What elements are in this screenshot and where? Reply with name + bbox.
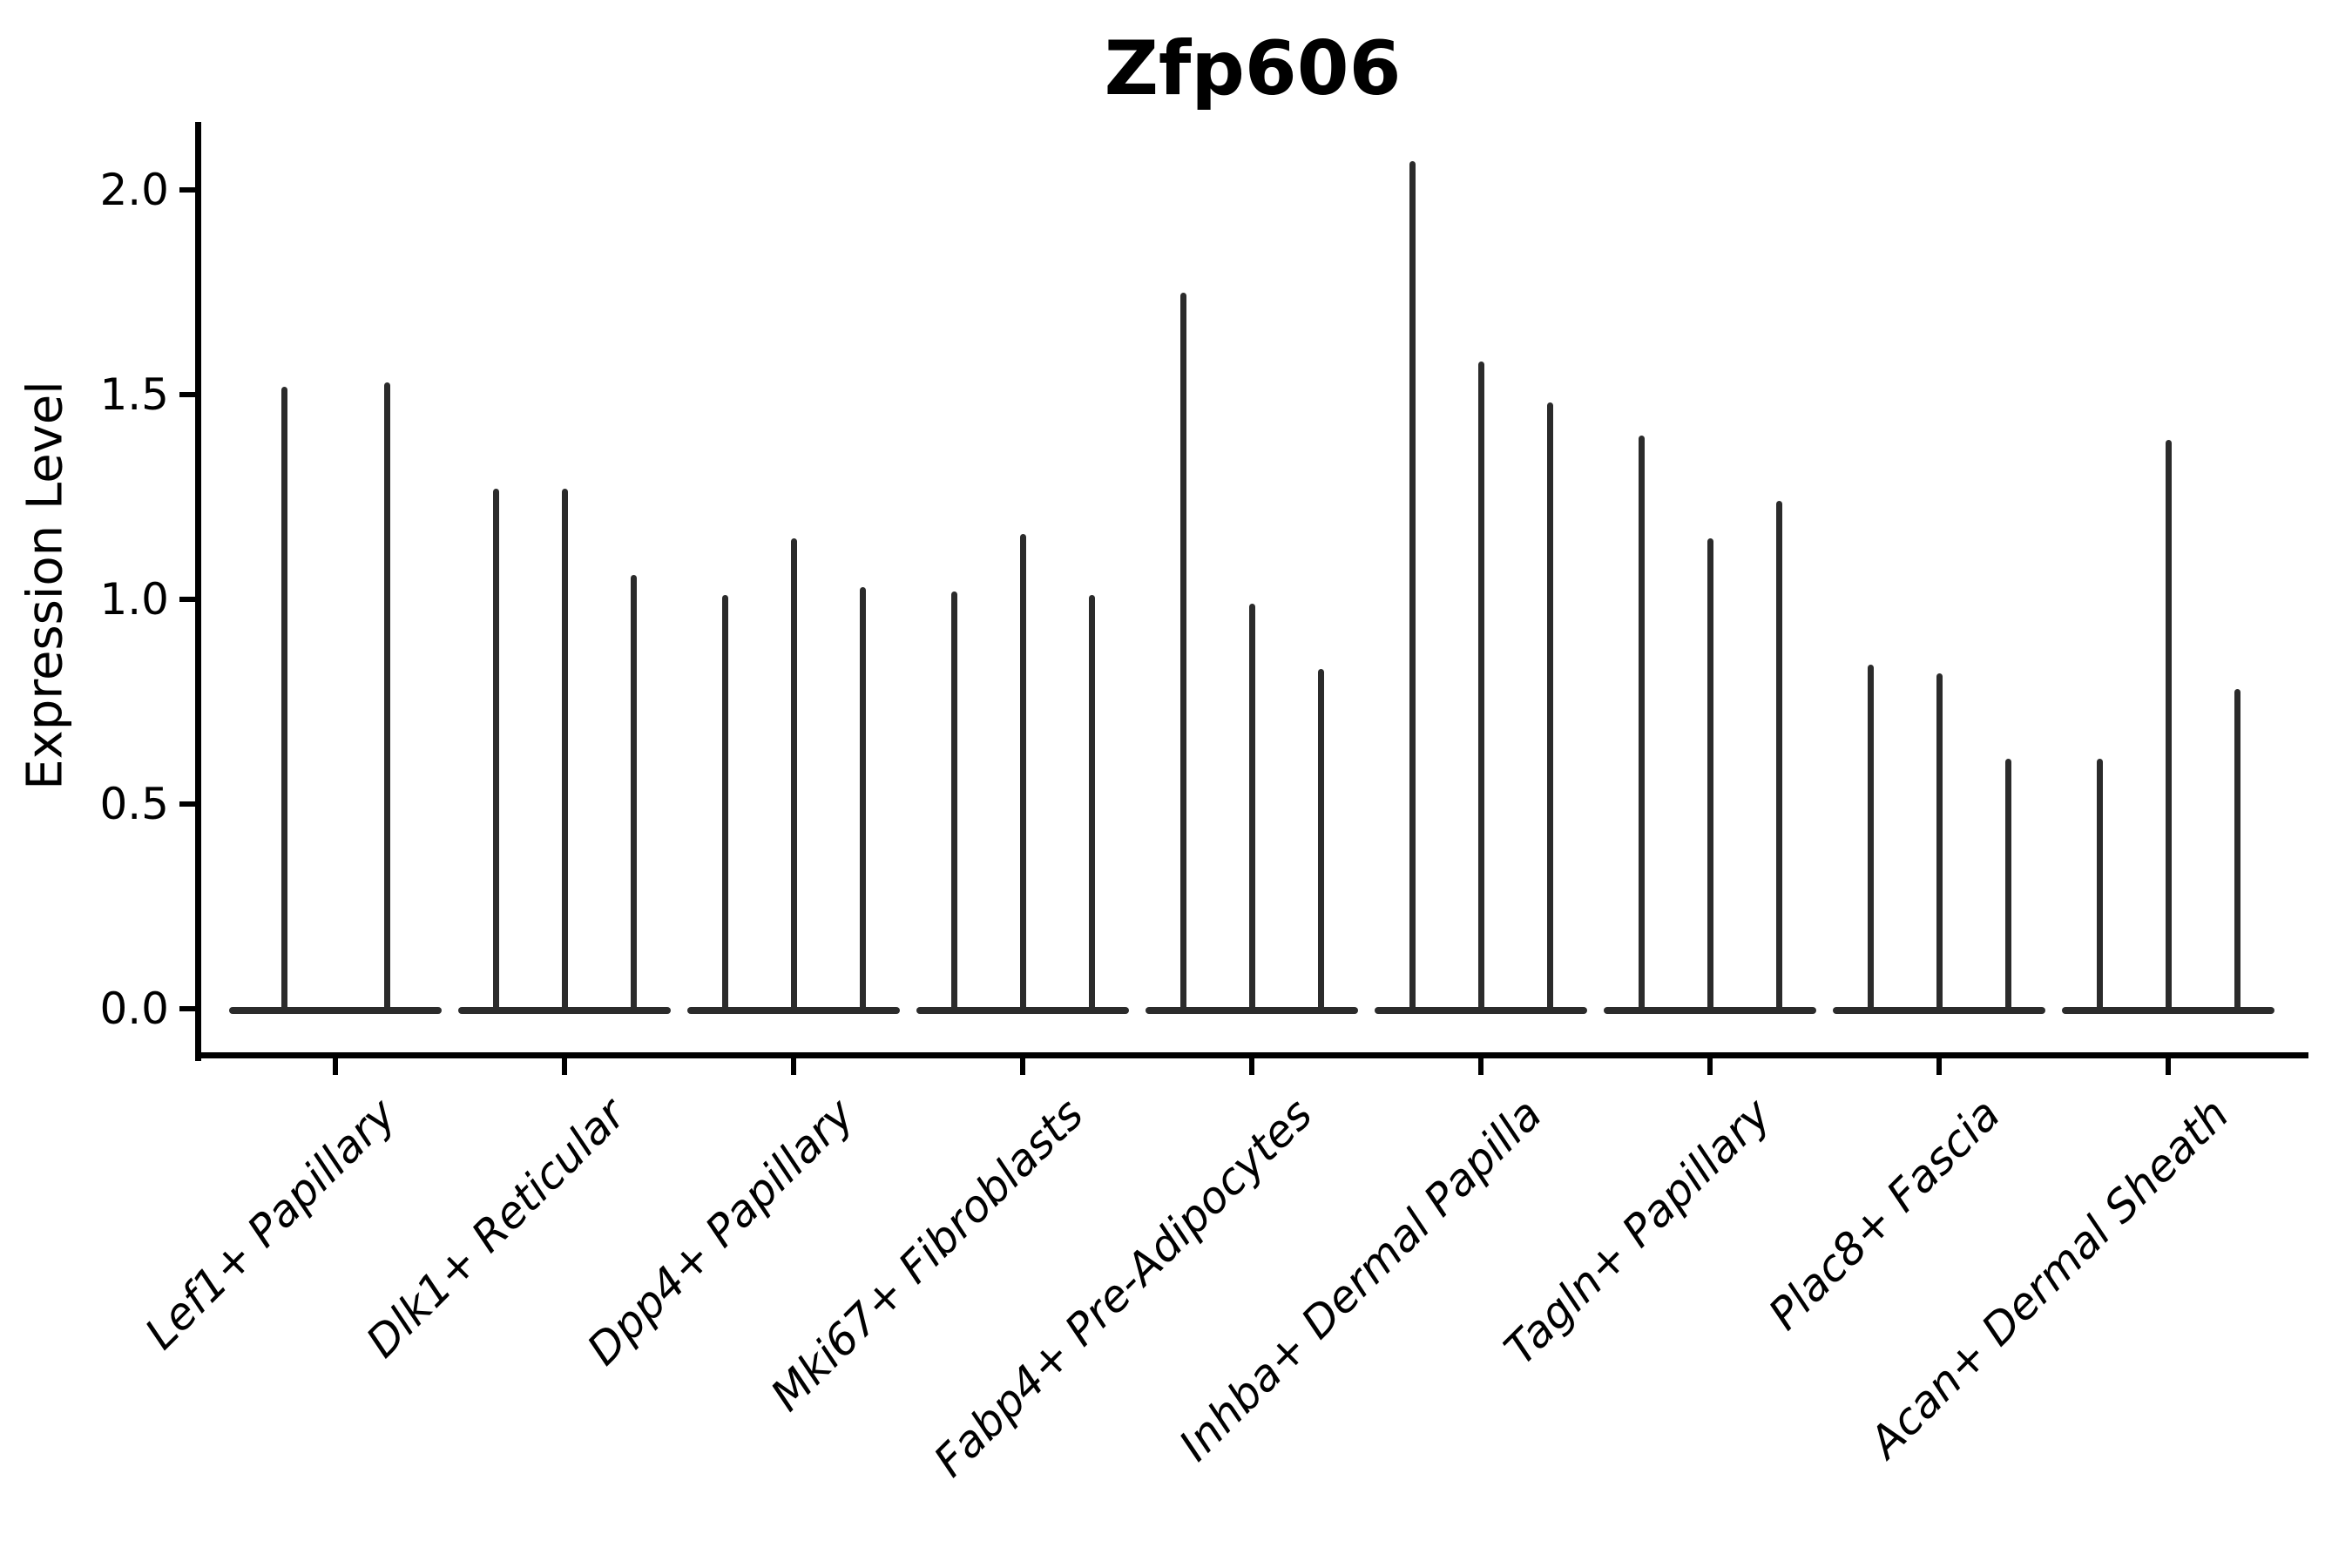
- x-tick-mark: [562, 1058, 567, 1075]
- violin-spike: [383, 382, 390, 1012]
- x-tick-mark: [1249, 1058, 1254, 1075]
- violin-spike: [1638, 436, 1645, 1012]
- violin-spike: [790, 537, 797, 1012]
- violin-baseline: [229, 1007, 442, 1014]
- violin-spike: [492, 489, 499, 1012]
- x-tick-mark: [1478, 1058, 1484, 1075]
- x-axis-spine: [195, 1052, 2308, 1058]
- violin-spike: [1546, 402, 1553, 1012]
- chart-title: Zfp606: [1104, 25, 1402, 112]
- violin-spike: [630, 574, 637, 1012]
- y-tick-label: 0.0: [99, 983, 169, 1034]
- violin-spike: [1019, 533, 1026, 1012]
- violin-spike: [2234, 689, 2240, 1012]
- violin-spike: [1248, 603, 1255, 1012]
- violin-spike: [1477, 362, 1484, 1012]
- x-tick-mark: [333, 1058, 338, 1075]
- x-tick-label: Lef1+ Papillary: [135, 1088, 406, 1360]
- violin-spike: [2165, 439, 2172, 1012]
- y-tick-label: 1.5: [99, 369, 169, 420]
- y-tick-mark: [179, 187, 196, 193]
- y-tick-mark: [179, 801, 196, 807]
- violin-spike: [1409, 161, 1416, 1012]
- violin-spike: [1936, 672, 1943, 1012]
- x-tick-mark: [1936, 1058, 1942, 1075]
- y-tick-mark: [179, 1006, 196, 1011]
- violin-spike: [280, 386, 287, 1012]
- violin-spike: [721, 595, 728, 1012]
- violin-spike: [2004, 759, 2011, 1012]
- x-tick-label: Plac8+ Fascia: [1758, 1088, 2010, 1340]
- y-tick-label: 1.0: [99, 574, 169, 625]
- y-tick-mark: [179, 597, 196, 602]
- violin-spike: [950, 591, 957, 1012]
- violin-spike: [1707, 537, 1713, 1012]
- y-tick-mark: [179, 392, 196, 397]
- violin-spike: [1088, 595, 1095, 1012]
- x-tick-mark: [1707, 1058, 1713, 1075]
- violin-spike: [1179, 292, 1186, 1012]
- x-tick-label: Fabp4+ Pre-Adipocytes: [924, 1088, 1322, 1487]
- violin-spike: [561, 489, 568, 1012]
- violin-spike: [1775, 501, 1782, 1012]
- violin-spike: [1867, 665, 1874, 1012]
- violin-spike: [2096, 759, 2103, 1012]
- x-tick-mark: [791, 1058, 796, 1075]
- violin-spike: [1317, 668, 1324, 1012]
- x-tick-mark: [1020, 1058, 1025, 1075]
- y-tick-label: 2.0: [99, 165, 169, 215]
- violin-spike: [859, 586, 866, 1012]
- y-axis-spine: [195, 122, 201, 1061]
- x-tick-mark: [2166, 1058, 2171, 1075]
- y-tick-label: 0.5: [99, 779, 169, 829]
